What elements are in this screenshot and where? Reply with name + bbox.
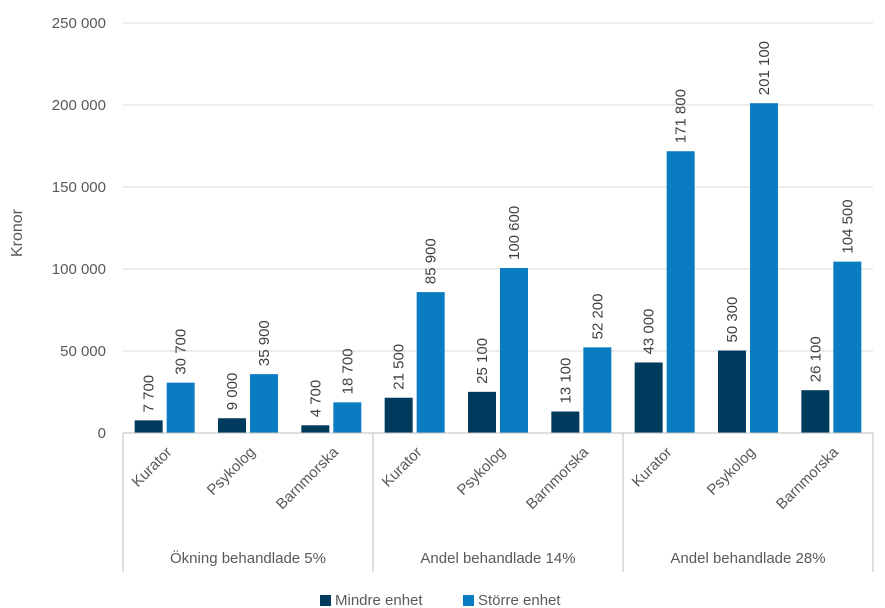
bar-mindre-enhet bbox=[301, 425, 330, 433]
bar-mindre-enhet bbox=[551, 411, 580, 433]
legend-label: Större enhet bbox=[478, 592, 561, 608]
bar-storre-enhet bbox=[500, 268, 528, 433]
data-label: 52 200 bbox=[589, 294, 606, 340]
bar-storre-enhet bbox=[583, 347, 612, 433]
data-label: 50 300 bbox=[724, 297, 741, 343]
bar-storre-enhet bbox=[833, 261, 862, 433]
x-tick-label: Psykolog bbox=[204, 444, 259, 499]
legend-label: Mindre enhet bbox=[335, 592, 423, 608]
legend-item: Större enhet bbox=[463, 592, 561, 608]
x-tick-label: Kurator bbox=[379, 444, 426, 491]
data-label: 104 500 bbox=[839, 199, 856, 253]
data-label: 4 700 bbox=[307, 380, 324, 418]
bar-mindre-enhet bbox=[801, 390, 830, 433]
bar-mindre-enhet bbox=[218, 418, 246, 433]
data-label: 85 900 bbox=[423, 238, 440, 284]
bar-storre-enhet bbox=[750, 103, 778, 434]
y-tick-label: 250 000 bbox=[52, 15, 106, 32]
bar-storre-enhet bbox=[416, 292, 445, 433]
group-label: Andel behandlade 14% bbox=[420, 550, 575, 567]
bar-mindre-enhet bbox=[718, 350, 746, 433]
y-tick-label: 150 000 bbox=[52, 179, 106, 196]
y-axis-label: Kronor bbox=[9, 208, 26, 257]
legend-swatch bbox=[320, 595, 331, 606]
data-label: 26 100 bbox=[807, 336, 824, 382]
y-axis: 0 50 000 100 000 150 000 200 000 250 000 bbox=[52, 15, 106, 442]
bar-mindre-enhet bbox=[634, 362, 663, 433]
data-label: 35 900 bbox=[256, 320, 273, 366]
y-tick-label: 100 000 bbox=[52, 261, 106, 278]
x-axis: Kurator Psykolog Barnmorska Kurator Psykolog… bbox=[122, 432, 874, 572]
x-tick-label: Psykolog bbox=[454, 444, 509, 499]
y-tick-label: 0 bbox=[98, 425, 106, 442]
data-label: 21 500 bbox=[391, 344, 408, 390]
data-label: 30 700 bbox=[173, 329, 190, 375]
bar-storre-enhet bbox=[250, 374, 278, 433]
data-label: 18 700 bbox=[339, 348, 356, 394]
group-label: Ökning behandlade 5% bbox=[170, 549, 326, 567]
data-label: 7 700 bbox=[141, 375, 158, 413]
y-tick-label: 50 000 bbox=[60, 343, 106, 360]
bar-storre-enhet bbox=[666, 151, 695, 434]
x-tick-label: Kurator bbox=[129, 444, 176, 491]
legend-item: Mindre enhet bbox=[320, 592, 423, 608]
y-tick-label: 200 000 bbox=[52, 97, 106, 114]
bar-mindre-enhet bbox=[134, 420, 163, 433]
bar-storre-enhet bbox=[333, 402, 362, 433]
data-label: 9 000 bbox=[224, 373, 241, 411]
bar-mindre-enhet bbox=[468, 391, 496, 433]
data-label: 171 800 bbox=[673, 89, 690, 143]
data-label: 13 100 bbox=[557, 358, 574, 404]
data-label: 43 000 bbox=[641, 309, 658, 355]
x-tick-label: Barnmorska bbox=[273, 443, 343, 513]
x-tick-label: Kurator bbox=[629, 444, 676, 491]
data-label: 25 100 bbox=[474, 338, 491, 384]
x-tick-label: Psykolog bbox=[704, 444, 759, 499]
legend: Mindre enhet Större enhet bbox=[320, 592, 561, 608]
data-label: 100 600 bbox=[506, 206, 523, 260]
legend-swatch bbox=[463, 595, 474, 606]
bar-mindre-enhet bbox=[384, 397, 413, 433]
group-label: Andel behandlade 28% bbox=[670, 550, 825, 567]
x-tick-label: Barnmorska bbox=[523, 443, 593, 513]
data-labels: 7 700 30 700 9 000 35 900 4 700 18 700 21 500 8… bbox=[141, 41, 857, 417]
bars bbox=[134, 103, 862, 434]
data-label: 201 100 bbox=[756, 41, 773, 95]
x-tick-label: Barnmorska bbox=[773, 443, 843, 513]
bar-storre-enhet bbox=[166, 382, 195, 433]
